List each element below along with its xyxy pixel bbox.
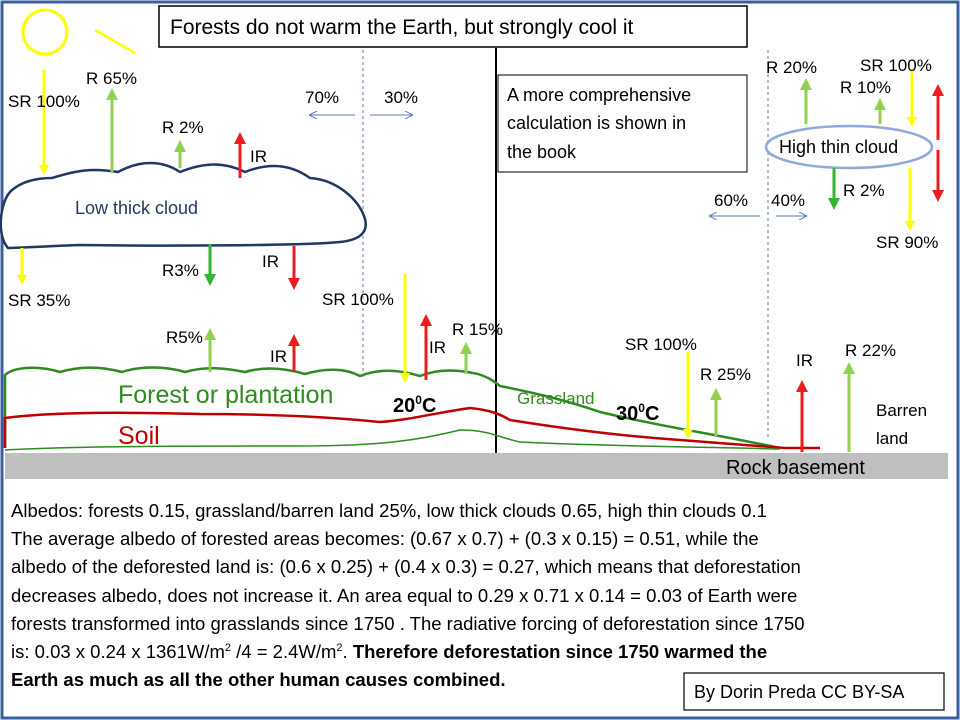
soil-label: Soil bbox=[118, 422, 160, 450]
grass-temp-degree: 0 bbox=[638, 401, 645, 415]
forest-temperature: 200C bbox=[393, 393, 436, 417]
ir-cloud-top-label: IR bbox=[250, 147, 267, 166]
forest-temp-unit: C bbox=[422, 395, 436, 417]
low-cloud-label: Low thick cloud bbox=[75, 198, 198, 218]
note-box bbox=[497, 74, 748, 173]
high-thin-cloud bbox=[764, 124, 934, 170]
pct-60-label: 60% bbox=[714, 191, 748, 210]
credit-box bbox=[683, 672, 945, 711]
explanation-line-3: albedo of the deforested land is: (0.6 x… bbox=[11, 556, 801, 578]
explanation-line-4: decreases albedo, does not increase it. … bbox=[11, 584, 798, 606]
grassland-temperature: 300C bbox=[616, 401, 659, 425]
note-line-1: A more comprehensive bbox=[507, 85, 691, 105]
r-2-left-label: R 2% bbox=[162, 118, 204, 137]
line6-sup-2: 2 bbox=[336, 641, 343, 654]
sr-100-right-label: SR 100% bbox=[860, 56, 932, 75]
explanation-line-1: Albedos: forests 0.15, grassland/barren … bbox=[11, 500, 767, 521]
r-5-label: R5% bbox=[166, 328, 203, 347]
r-15-label: R 15% bbox=[452, 320, 503, 339]
grass-temp-unit: C bbox=[645, 403, 659, 425]
r-20-label: R 20% bbox=[766, 58, 817, 77]
low-thick-cloud bbox=[0, 161, 367, 250]
page-title: Forests do not warm the Earth, but stron… bbox=[170, 16, 634, 39]
forest-temp-degree: 0 bbox=[415, 393, 422, 407]
title-box bbox=[158, 5, 748, 48]
note-line-2: calculation is shown in bbox=[507, 113, 686, 133]
r-2-right-label: R 2% bbox=[843, 181, 885, 200]
line6-sup-1: 2 bbox=[224, 641, 232, 654]
sun-icon bbox=[21, 8, 69, 56]
forest-label: Forest or plantation bbox=[118, 381, 333, 409]
r-65-label: R 65% bbox=[86, 69, 137, 88]
line6-bold: Therefore deforestation since 1750 warme… bbox=[352, 641, 768, 663]
explanation-line-5: forests transformed into grasslands sinc… bbox=[11, 612, 805, 634]
sr-100-mid-label: SR 100% bbox=[322, 290, 394, 309]
r-10-label: R 10% bbox=[840, 78, 891, 97]
ir-forest-label: IR bbox=[270, 347, 287, 366]
explanation-line-6: is: 0.03 x 0.24 x 1361W/m2 /4 = 2.4W/m2.… bbox=[11, 638, 956, 666]
note-line-3: the book bbox=[507, 142, 577, 162]
high-cloud-label: High thin cloud bbox=[779, 137, 898, 157]
r-22-label: R 22% bbox=[845, 341, 896, 360]
barren-label-1: Barren bbox=[876, 401, 927, 420]
explanation-line-2: The average albedo of forested areas bec… bbox=[11, 528, 759, 550]
r-3-label: R3% bbox=[162, 261, 199, 280]
sun-ray bbox=[94, 28, 136, 55]
ir-barren-label: IR bbox=[796, 351, 813, 370]
grass-temp-value: 30 bbox=[616, 403, 638, 425]
line7-bold: Earth as much as all the other human cau… bbox=[11, 669, 506, 691]
grassland-label: Grassland bbox=[517, 389, 594, 408]
forest-temp-value: 20 bbox=[393, 395, 415, 417]
rock-label: Rock basement bbox=[726, 457, 865, 479]
rock-basement bbox=[5, 453, 948, 479]
sr-90-label: SR 90% bbox=[876, 233, 938, 252]
pct-70-label: 70% bbox=[305, 88, 339, 107]
line6-part-a: is: 0.03 x 0.24 x 1361W/m bbox=[11, 641, 225, 663]
ground-line bbox=[4, 429, 781, 451]
r-25-label: R 25% bbox=[700, 365, 751, 384]
barren-label-2: land bbox=[876, 429, 908, 448]
sr-100-grass-label: SR 100% bbox=[625, 335, 697, 354]
explanation-line-7: Earth as much as all the other human cau… bbox=[11, 666, 956, 694]
pct-30-label: 30% bbox=[384, 88, 418, 107]
sr-35-label: SR 35% bbox=[8, 291, 70, 310]
explanation-text: Albedos: forests 0.15, grassland/barren … bbox=[11, 497, 956, 694]
ir-mid-label: IR bbox=[429, 338, 446, 357]
ir-under-cloud-label: IR bbox=[262, 252, 279, 271]
forest-outline bbox=[3, 366, 781, 450]
credit-text: By Dorin Preda CC BY-SA bbox=[694, 682, 904, 702]
line6-part-b: /4 = 2.4W/m bbox=[231, 641, 337, 663]
soil-line bbox=[3, 406, 820, 450]
sr-100-left-label: SR 100% bbox=[8, 92, 80, 111]
pct-40-label: 40% bbox=[771, 191, 805, 210]
line6-part-c: . bbox=[342, 641, 353, 663]
